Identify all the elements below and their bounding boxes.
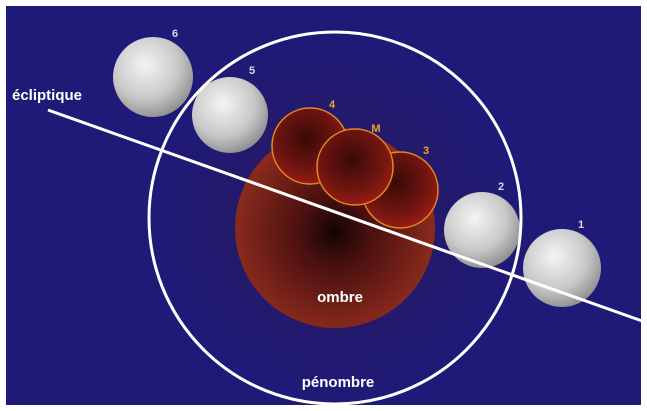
diagram: écliptique ombre pénombre 6 5 4 M 3 2 1 bbox=[0, 0, 647, 411]
moon-label: 5 bbox=[249, 65, 255, 77]
moon-label: 6 bbox=[172, 28, 178, 40]
ecliptic-label: écliptique bbox=[12, 87, 82, 104]
moon-label: M bbox=[371, 123, 380, 135]
moon bbox=[444, 192, 520, 268]
moon bbox=[113, 37, 193, 117]
moon-label: 4 bbox=[329, 99, 336, 111]
moon-label: 1 bbox=[578, 219, 584, 231]
eclipsed-moon bbox=[317, 129, 393, 205]
penumbra-label: pénombre bbox=[302, 374, 375, 391]
moon bbox=[523, 229, 601, 307]
moon-label: 2 bbox=[498, 181, 504, 193]
moon-label: 3 bbox=[423, 145, 429, 157]
umbra-label: ombre bbox=[317, 289, 363, 306]
